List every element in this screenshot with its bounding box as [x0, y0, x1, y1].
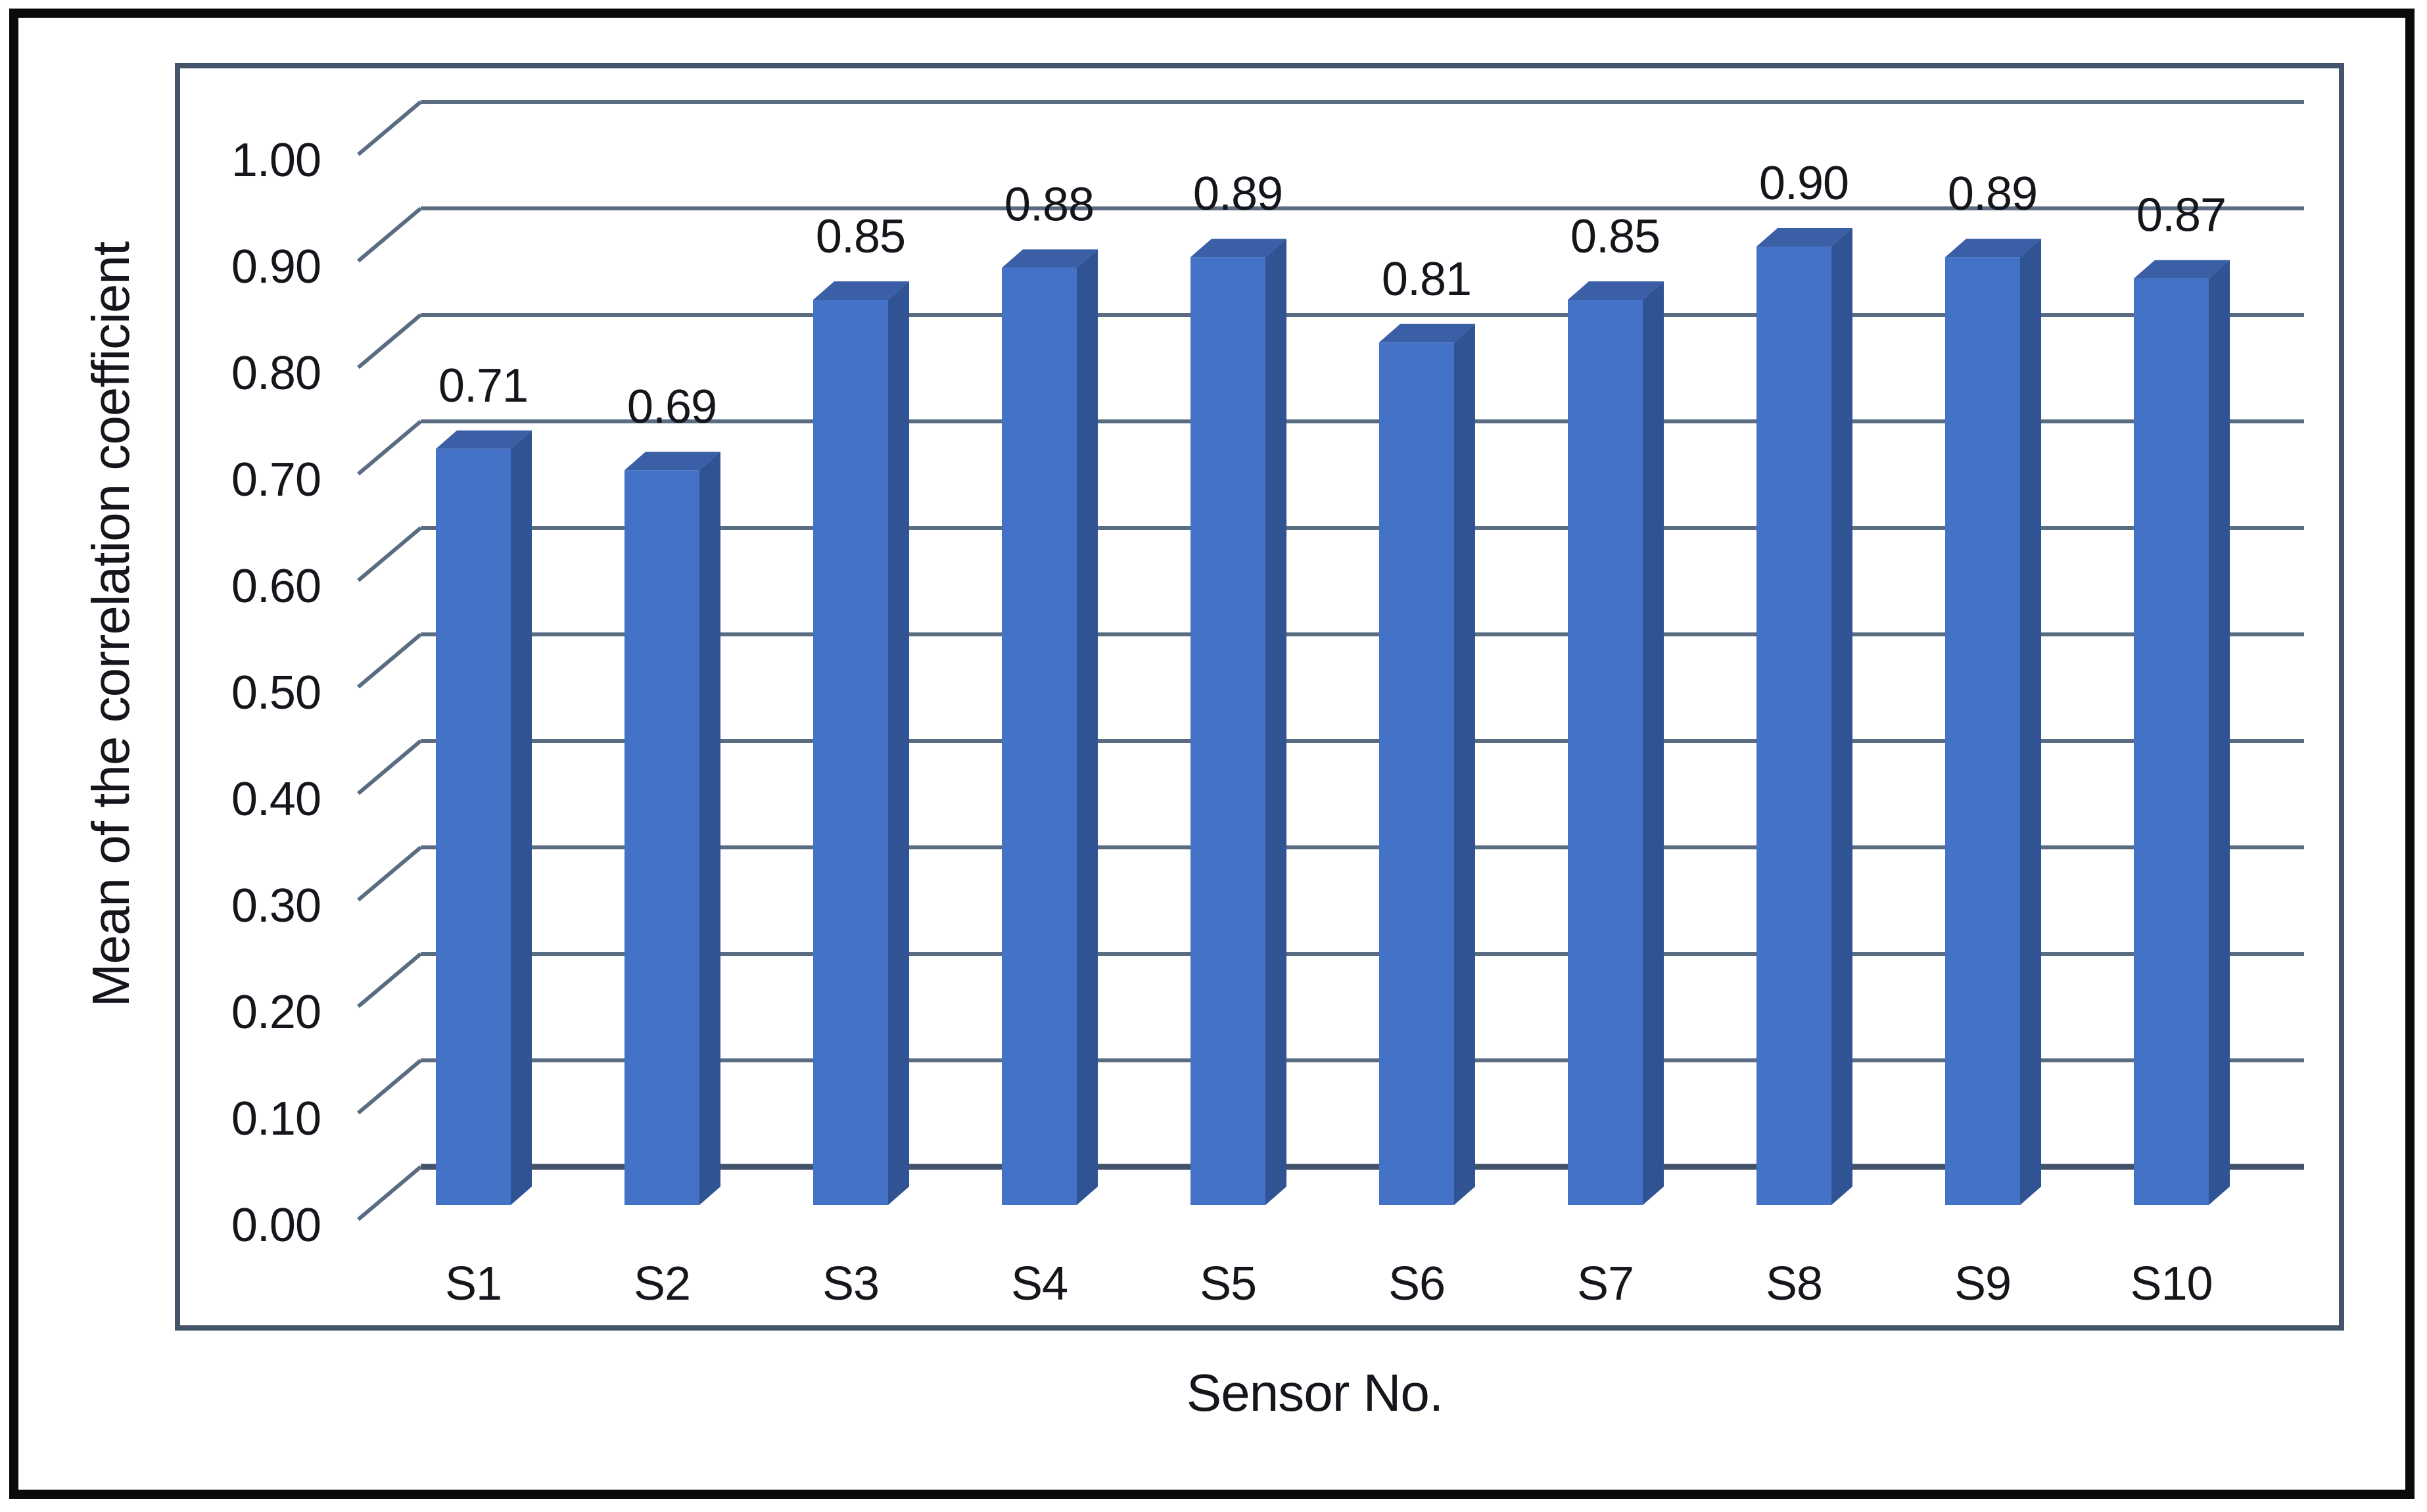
- data-label: 0.69: [627, 381, 717, 433]
- chart-area-border: [175, 63, 2344, 1331]
- bar-front-face: [1190, 257, 1265, 1206]
- y-tick-mark: [357, 1058, 422, 1115]
- category-label: S4: [1011, 1258, 1068, 1310]
- y-tick-label: 0.40: [231, 773, 321, 826]
- bar-front-face: [1945, 257, 2020, 1206]
- category-label: S10: [2130, 1258, 2212, 1310]
- category-label: S6: [1388, 1258, 1445, 1310]
- bar-s9: [1945, 239, 2041, 1206]
- data-label: 0.89: [1193, 168, 1283, 220]
- bar-s5: [1190, 239, 1286, 1206]
- y-tick-label: 1.00: [231, 134, 321, 187]
- bar-s3: [813, 281, 909, 1205]
- bar-s7: [1568, 281, 1664, 1205]
- y-tick-mark: [357, 526, 422, 582]
- category-label: S3: [822, 1258, 879, 1310]
- bar-front-face: [2134, 278, 2209, 1206]
- data-label: 0.71: [438, 360, 528, 412]
- y-tick-mark: [357, 952, 422, 1008]
- bar-top-face: [1756, 228, 1852, 247]
- category-labels: S1 S2 S3 S4 S5 S6 S7 S8 S9 S10: [445, 1258, 2213, 1310]
- bar-s8: [1756, 228, 1852, 1205]
- y-tick-mark: [357, 1165, 422, 1221]
- y-tick-label: 0.70: [231, 454, 321, 506]
- bar-side-face: [1831, 228, 1852, 1205]
- category-label: S8: [1766, 1258, 1822, 1310]
- data-label: 0.89: [1948, 168, 2037, 220]
- category-label: S5: [1200, 1258, 1256, 1310]
- bar-front-face: [813, 300, 888, 1205]
- bar-top-face: [1190, 239, 1286, 258]
- bar-top-face: [1379, 323, 1475, 343]
- bar-side-face: [1643, 281, 1664, 1205]
- category-label: S9: [1954, 1258, 2011, 1310]
- bars: [436, 228, 2230, 1206]
- bar-s1: [436, 430, 532, 1205]
- bar-top-face: [2134, 260, 2230, 279]
- y-tick-label: 0.00: [231, 1199, 321, 1252]
- bar-front-face: [1756, 247, 1831, 1205]
- bar-top-face: [624, 452, 720, 471]
- y-tick-mark: [357, 313, 422, 369]
- y-tick-mark: [357, 739, 422, 795]
- figure-border: [9, 9, 2415, 1499]
- bar-side-face: [1454, 323, 1475, 1205]
- y-tick-label: 0.30: [231, 880, 321, 932]
- bar-front-face: [1379, 342, 1454, 1205]
- bar-top-face: [1002, 249, 1098, 268]
- data-labels: 0.71 0.69 0.85 0.88 0.89 0.81 0.85 0.90 0.89 0.87: [438, 157, 2227, 433]
- category-label: S7: [1577, 1258, 1634, 1310]
- bar-front-face: [1568, 300, 1643, 1205]
- bar-top-face: [1945, 239, 2041, 258]
- bar-side-face: [699, 452, 720, 1206]
- bar-side-face: [1077, 249, 1098, 1205]
- bar-s10: [2134, 260, 2230, 1206]
- bar-s4: [1002, 249, 1098, 1205]
- x-axis-title: Sensor No.: [1187, 1363, 1443, 1422]
- bar-side-face: [1265, 239, 1286, 1206]
- bar-front-face: [1002, 268, 1077, 1205]
- y-axis-title: Mean of the correlation coefficient: [82, 241, 140, 1007]
- category-label: S1: [445, 1258, 502, 1310]
- y-tick-label: 0.50: [231, 667, 321, 719]
- y-tick-label: 0.90: [231, 241, 321, 293]
- data-label: 0.85: [1570, 210, 1660, 263]
- bar-top-face: [813, 281, 909, 300]
- y-tick-label: 0.80: [231, 347, 321, 400]
- bar-side-face: [2020, 239, 2041, 1206]
- bar-s6: [1379, 323, 1475, 1205]
- y-tick-label: 0.60: [231, 560, 321, 613]
- bar-side-face: [888, 281, 909, 1205]
- data-label: 0.88: [1004, 178, 1094, 231]
- data-label: 0.90: [1759, 157, 1849, 210]
- y-tick-mark: [357, 632, 422, 689]
- data-label: 0.81: [1382, 253, 1471, 306]
- y-tick-label: 0.20: [231, 986, 321, 1039]
- bar-top-face: [436, 430, 532, 449]
- y-tick-mark: [357, 206, 422, 263]
- y-tick-label: 0.10: [231, 1093, 321, 1145]
- bar-side-face: [2209, 260, 2230, 1206]
- y-tick-labels: 0.00 0.10 0.20 0.30 0.40 0.50 0.60 0.70 0.80 0.90…: [231, 134, 321, 1252]
- bar-front-face: [624, 470, 699, 1206]
- bar-top-face: [1568, 281, 1664, 300]
- bar-s2: [624, 452, 720, 1206]
- y-tick-mark: [357, 845, 422, 902]
- y-tick-mark: [357, 100, 422, 156]
- category-label: S2: [634, 1258, 690, 1310]
- data-label: 0.85: [816, 210, 905, 263]
- bar-front-face: [436, 448, 511, 1205]
- bar-side-face: [511, 430, 532, 1205]
- data-label: 0.87: [2136, 189, 2226, 242]
- y-tick-mark: [357, 419, 422, 476]
